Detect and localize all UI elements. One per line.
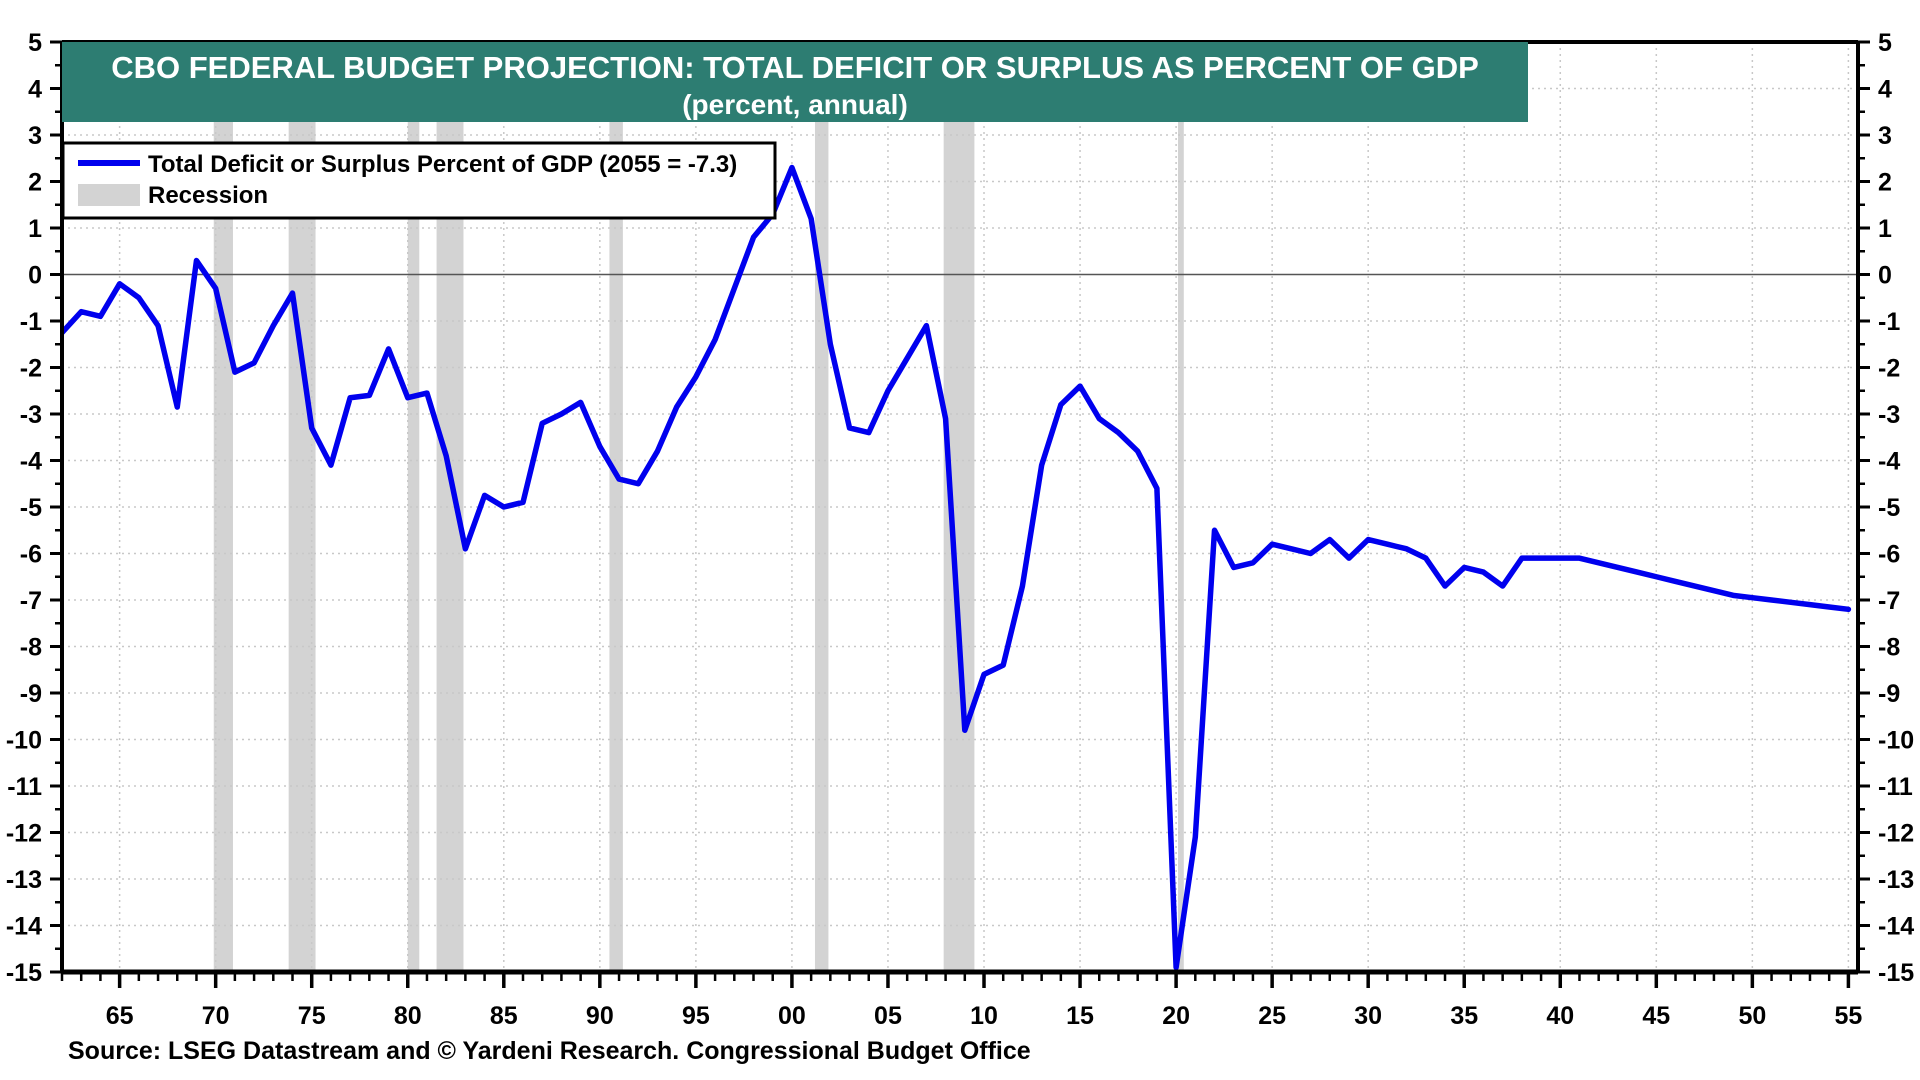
x-tick-label: 10 xyxy=(970,1002,998,1030)
y-tick-label-left: -13 xyxy=(6,866,42,894)
grid-lines xyxy=(62,41,1858,973)
y-tick-label-left: 1 xyxy=(28,215,42,243)
y-tick-label-left: -12 xyxy=(6,820,42,848)
legend-recession-swatch xyxy=(78,184,140,206)
x-tick-label: 45 xyxy=(1642,1002,1670,1030)
x-tick-label: 70 xyxy=(202,1002,230,1030)
y-tick-label-left: -8 xyxy=(20,634,42,662)
x-tick-label: 20 xyxy=(1162,1002,1190,1030)
x-tick-label: 95 xyxy=(682,1002,710,1030)
y-tick-label-right: -2 xyxy=(1878,355,1900,383)
y-tick-label-right: -5 xyxy=(1878,494,1900,522)
y-tick-label-right: -1 xyxy=(1878,308,1900,336)
y-tick-label-left: 0 xyxy=(28,262,42,290)
x-tick-label: 90 xyxy=(586,1002,614,1030)
title-banner-rect xyxy=(62,42,1528,122)
y-tick-label-right: -4 xyxy=(1878,448,1900,476)
x-tick-label: 05 xyxy=(874,1002,902,1030)
x-tick-label: 50 xyxy=(1738,1002,1766,1030)
x-tick-label: 00 xyxy=(778,1002,806,1030)
tick-labels: 5 54 43 32 21 10 0-1 -1-2 -2-3 -3-4 -4-5 -5-6 -6-7 -7… xyxy=(6,29,1914,1030)
y-tick-label-right: -12 xyxy=(1878,820,1914,848)
recession-band xyxy=(814,42,829,972)
x-tick-label: 25 xyxy=(1258,1002,1286,1030)
y-tick-label-left: -11 xyxy=(7,773,42,801)
x-tick-label: 85 xyxy=(490,1002,518,1030)
y-tick-label-right: -7 xyxy=(1878,587,1900,615)
y-tick-label-right: -11 xyxy=(1878,773,1913,801)
x-tick-label: 65 xyxy=(106,1002,134,1030)
y-tick-label-left: -9 xyxy=(20,680,42,708)
y-tick-label-left: 3 xyxy=(28,122,42,150)
y-tick-label-right: -15 xyxy=(1878,959,1914,987)
tick-marks xyxy=(50,40,1870,988)
y-tick-label-right: 5 xyxy=(1878,29,1892,57)
y-tick-label-left: -7 xyxy=(20,587,42,615)
title-banner: CBO FEDERAL BUDGET PROJECTION: TOTAL DEF… xyxy=(62,42,1528,122)
y-tick-label-right: -13 xyxy=(1878,866,1914,894)
y-tick-label-left: -10 xyxy=(6,727,42,755)
y-tick-label-left: 5 xyxy=(28,29,42,57)
deficit-surplus-line xyxy=(62,164,1852,971)
legend-recession-label: Recession xyxy=(148,182,268,209)
y-tick-label-right: 2 xyxy=(1878,169,1892,197)
y-tick-label-right: 3 xyxy=(1878,122,1892,150)
y-tick-label-left: -5 xyxy=(20,494,42,522)
y-tick-label-left: -2 xyxy=(20,355,42,383)
y-tick-label-left: -6 xyxy=(20,541,42,569)
x-tick-label: 75 xyxy=(298,1002,326,1030)
y-tick-label-right: -8 xyxy=(1878,634,1900,662)
y-tick-label-right: -3 xyxy=(1878,401,1900,429)
source-note: Source: LSEG Datastream and © Yardeni Re… xyxy=(68,1037,1031,1065)
x-tick-label: 35 xyxy=(1450,1002,1478,1030)
chart-subtitle: (percent, annual) xyxy=(682,89,908,120)
recession-band xyxy=(1178,42,1184,972)
chart-title: CBO FEDERAL BUDGET PROJECTION: TOTAL DEF… xyxy=(111,50,1479,85)
y-tick-label-right: 1 xyxy=(1878,215,1892,243)
y-tick-label-left: -14 xyxy=(6,913,42,941)
x-tick-label: 15 xyxy=(1066,1002,1094,1030)
y-tick-label-right: -10 xyxy=(1878,727,1914,755)
x-tick-label: 80 xyxy=(394,1002,422,1030)
y-tick-label-right: 4 xyxy=(1878,76,1892,104)
y-tick-label-left: 2 xyxy=(28,169,42,197)
y-tick-label-right: 0 xyxy=(1878,262,1892,290)
y-tick-label-left: 4 xyxy=(28,76,42,104)
legend-series-label: Total Deficit or Surplus Percent of GDP … xyxy=(148,151,737,178)
y-tick-label-right: -6 xyxy=(1878,541,1900,569)
y-tick-label-left: -3 xyxy=(20,401,42,429)
y-tick-label-right: -14 xyxy=(1878,913,1914,941)
recession-band xyxy=(407,42,420,972)
y-tick-label-left: -15 xyxy=(6,959,42,987)
x-tick-label: 40 xyxy=(1546,1002,1574,1030)
x-tick-label: 30 xyxy=(1354,1002,1382,1030)
legend-box xyxy=(61,141,777,220)
y-tick-label-right: -9 xyxy=(1878,680,1900,708)
y-tick-label-left: -1 xyxy=(20,308,42,336)
y-tick-label-left: -4 xyxy=(20,448,42,476)
legend: Total Deficit or Surplus Percent of GDP … xyxy=(61,141,777,220)
x-tick-label: 55 xyxy=(1834,1002,1862,1030)
